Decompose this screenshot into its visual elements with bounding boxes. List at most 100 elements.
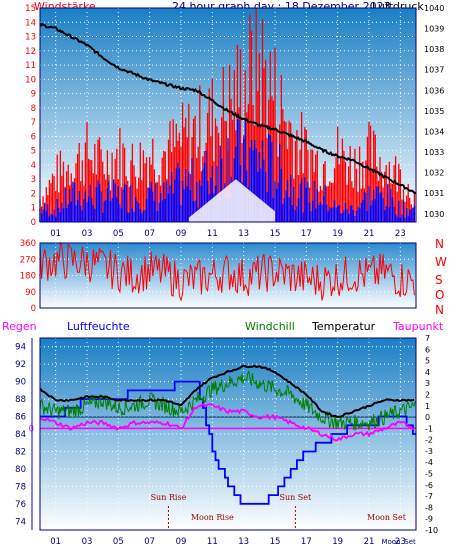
wind-tick-label: 8 <box>31 104 36 114</box>
hour-tick-label: 09 <box>176 229 187 239</box>
pressure-tick-label: 1040 <box>424 4 444 13</box>
moon-short-label: Moon <box>381 538 400 546</box>
legend-windchill: Windchill <box>245 320 295 333</box>
temperature-tick-label: -4 <box>425 458 433 467</box>
compass-n-top: N <box>435 237 444 251</box>
wind-base-fill <box>188 179 275 222</box>
plot-frame <box>39 337 417 531</box>
hour-tick-label: 01 <box>50 229 61 239</box>
humidity-tick-label: 88 <box>15 395 26 405</box>
hour-tick-label: 17 <box>301 537 312 547</box>
hour-tick-label: 23 <box>395 537 406 547</box>
wind-tick-label: 15 <box>25 4 36 14</box>
hour-tick-label: 21 <box>364 229 375 239</box>
wind-tick-label: 6 <box>31 132 36 142</box>
temperature-tick-label: 2 <box>425 390 430 399</box>
hour-tick-label: 13 <box>238 229 249 239</box>
rain-zero-label: 0 <box>29 424 34 434</box>
event-label: Sun Set <box>279 493 312 502</box>
temperature-tick-label: 4 <box>425 368 430 377</box>
humidity-tick-label: 94 <box>15 343 26 353</box>
pressure-tick-label: 1030 <box>424 210 444 219</box>
wind-tick-label: 13 <box>25 33 36 43</box>
humidity-tick-label: 90 <box>15 378 26 388</box>
hour-tick-label: 11 <box>207 229 218 239</box>
hour-tick-label: 15 <box>270 537 281 547</box>
temperature-tick-label: 0 <box>425 413 430 422</box>
pressure-line <box>39 22 417 195</box>
direction-tick-label: 90 <box>25 288 36 298</box>
set-short-label: Set <box>404 538 416 546</box>
wind-tick-label: 1 <box>31 204 36 214</box>
temperature-line <box>39 364 415 419</box>
hour-tick-label: 19 <box>332 537 343 547</box>
legend-temperatur: Temperatur <box>312 320 376 333</box>
temperature-tick-label: -3 <box>425 447 433 456</box>
humidity-tick-label: 76 <box>15 500 26 510</box>
humidity-tick-label: 80 <box>15 465 26 475</box>
direction-tick-label: 180 <box>20 272 36 282</box>
event-label: Moon Set <box>367 513 407 522</box>
direction-tick-label: 0 <box>31 304 36 314</box>
direction-tick-label: 270 <box>20 255 36 265</box>
humidity-tick-label: 82 <box>15 447 26 457</box>
pressure-tick-label: 1034 <box>424 127 444 136</box>
temperature-tick-label: -9 <box>425 515 433 524</box>
wind-pressure-panel: 0123456789101112131415103010311032103310… <box>25 4 444 239</box>
hour-tick-label: 07 <box>144 229 155 239</box>
hour-tick-label: 03 <box>82 537 93 547</box>
windchill-line <box>39 370 417 431</box>
legend-taupunkt: Taupunkt <box>393 320 444 333</box>
wind-tick-label: 14 <box>25 18 36 28</box>
hour-tick-label: 03 <box>82 229 93 239</box>
wind-tick-label: 7 <box>31 118 36 128</box>
hour-tick-label: 05 <box>113 229 124 239</box>
pressure-tick-label: 1039 <box>424 25 444 34</box>
temperature-tick-label: 3 <box>425 379 430 388</box>
wind-tick-label: 5 <box>31 147 36 157</box>
temperature-tick-label: -7 <box>425 492 433 501</box>
humidity-tick-label: 86 <box>15 413 26 423</box>
wind-direction-line <box>39 241 415 302</box>
wind-tick-label: 11 <box>25 61 36 71</box>
hour-tick-label: 17 <box>301 229 312 239</box>
wind-tick-label: 12 <box>25 47 36 57</box>
hour-tick-label: 11 <box>207 537 218 547</box>
temperature-tick-label: 1 <box>425 402 430 411</box>
pressure-tick-label: 1036 <box>424 86 444 95</box>
direction-tick-label: 360 <box>20 239 36 249</box>
hour-tick-label: 13 <box>238 537 249 547</box>
pressure-tick-label: 1037 <box>424 66 444 75</box>
plot-frame <box>39 7 417 223</box>
temperature-tick-label: 6 <box>425 345 430 354</box>
hour-tick-label: 19 <box>332 229 343 239</box>
wind-tick-label: 3 <box>31 175 36 185</box>
temperature-tick-label: -5 <box>425 470 433 479</box>
temperature-tick-label: -2 <box>425 436 433 445</box>
temperature-tick-label: -1 <box>425 424 433 433</box>
hour-tick-label: 05 <box>113 537 124 547</box>
plot-frame <box>39 242 417 309</box>
compass-n-bottom: N <box>435 303 444 317</box>
pressure-tick-label: 1031 <box>424 189 444 198</box>
temperature-tick-label: -8 <box>425 503 433 512</box>
legend-regen: Regen <box>2 320 37 333</box>
wind-tick-label: 2 <box>31 189 36 199</box>
compass-s: S <box>435 273 443 287</box>
temperature-tick-label: 7 <box>425 334 430 343</box>
dewpoint-line <box>39 402 415 442</box>
temperature-tick-label: -6 <box>425 481 433 490</box>
pressure-tick-label: 1038 <box>424 45 444 54</box>
event-label: Sun Rise <box>151 493 187 502</box>
hour-tick-label: 09 <box>176 537 187 547</box>
hour-tick-label: 07 <box>144 537 155 547</box>
hour-tick-label: 01 <box>50 537 61 547</box>
humidity-tick-label: 78 <box>15 482 26 492</box>
wind-direction-panel: 0 90 180 270 360 <box>20 239 417 314</box>
temperature-tick-label: 5 <box>425 357 430 366</box>
pressure-tick-label: 1033 <box>424 148 444 157</box>
pressure-tick-label: 1035 <box>424 107 444 116</box>
pressure-tick-label: 1032 <box>424 169 444 178</box>
